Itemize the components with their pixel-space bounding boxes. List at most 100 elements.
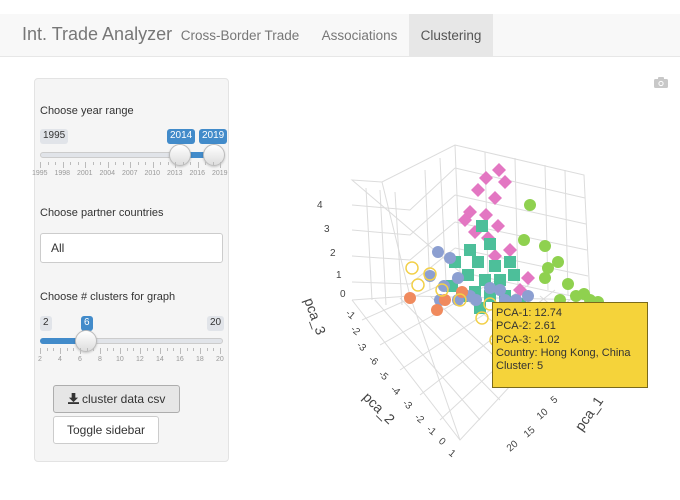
cluster-point[interactable]: [453, 293, 467, 307]
slider-tick: [73, 348, 75, 351]
x-tick-label: 20: [505, 438, 521, 454]
slider-tick: [140, 348, 141, 354]
clusters-handle[interactable]: [75, 330, 97, 352]
year-range-label: Choose year range: [40, 105, 134, 117]
slider-tick-label: 18: [196, 356, 204, 363]
toggle-sidebar-button[interactable]: Toggle sidebar: [53, 416, 159, 444]
slider-tick-label: 6: [78, 356, 82, 363]
cluster-point[interactable]: [522, 290, 534, 302]
cluster-point[interactable]: [492, 163, 506, 177]
tab-associations[interactable]: Associations: [321, 28, 398, 43]
cluster-point[interactable]: [504, 256, 516, 268]
cluster-point[interactable]: [464, 244, 476, 256]
cluster-point[interactable]: [462, 269, 474, 281]
partner-countries-label: Choose partner countries: [40, 207, 164, 219]
slider-tick: [160, 348, 161, 354]
cluster-point[interactable]: [471, 183, 485, 197]
slider-tick-label: 2001: [77, 170, 93, 177]
slider-tick-label: 2007: [122, 170, 138, 177]
slider-tick: [206, 348, 208, 351]
slider-tick: [60, 348, 61, 354]
cluster-point[interactable]: [476, 220, 488, 232]
cluster-point[interactable]: [484, 282, 496, 294]
tab-clustering[interactable]: Clustering: [409, 14, 493, 57]
cluster-point[interactable]: [494, 284, 506, 296]
download-cluster-csv-button[interactable]: cluster data csv: [53, 385, 180, 413]
cluster-point[interactable]: [475, 311, 489, 325]
slider-tick: [55, 162, 56, 165]
cluster-point[interactable]: [488, 191, 502, 205]
clusters-label: Choose # clusters for graph: [40, 291, 176, 303]
cluster-point[interactable]: [470, 294, 482, 306]
tab-cross-border-trade[interactable]: Cross-Border Trade: [180, 28, 300, 43]
slider-tick-label: 2010: [144, 170, 161, 177]
cluster-point[interactable]: [508, 269, 520, 281]
cluster-point[interactable]: [458, 213, 472, 227]
cluster-point[interactable]: [479, 208, 493, 222]
app-brand[interactable]: Int. Trade Analyzer: [22, 24, 173, 44]
cluster-point[interactable]: [456, 286, 468, 298]
cluster-point[interactable]: [435, 283, 449, 297]
cluster-point[interactable]: [494, 274, 506, 286]
cluster-point[interactable]: [542, 262, 554, 274]
cluster-point[interactable]: [444, 252, 456, 264]
cluster-point[interactable]: [498, 175, 512, 189]
cluster-point[interactable]: [479, 171, 493, 185]
cluster-point[interactable]: [518, 234, 530, 246]
download-icon: [67, 393, 79, 404]
cluster-point[interactable]: [452, 272, 464, 284]
z-tick-label: -2: [348, 324, 362, 338]
slider-tick: [40, 162, 41, 168]
download-button-label: cluster data csv: [81, 392, 166, 406]
cluster-point[interactable]: [491, 219, 505, 233]
cluster-point[interactable]: [524, 199, 536, 211]
slider-tick: [66, 348, 68, 351]
slider-tick: [77, 162, 79, 165]
slider-tick: [137, 162, 139, 165]
year-range-from-handle[interactable]: [169, 144, 191, 166]
sidebar-panel: Choose year range 1995 2014 2019 1995 199…: [32, 78, 229, 462]
partner-countries-select[interactable]: All: [40, 233, 223, 263]
slider-tick: [180, 348, 181, 354]
slider-tick: [40, 348, 41, 354]
slider-tick: [197, 162, 199, 168]
cluster-point[interactable]: [521, 271, 535, 285]
slider-tick: [213, 348, 215, 351]
cluster-point[interactable]: [404, 292, 416, 304]
cluster-point[interactable]: [539, 272, 551, 284]
slider-tick-label: 2019: [212, 170, 228, 177]
cluster-point[interactable]: [562, 278, 574, 290]
slider-tick: [126, 348, 128, 351]
slider-tick: [166, 348, 168, 351]
z-tick-label: 0: [340, 289, 346, 300]
cluster-point[interactable]: [484, 238, 496, 250]
slider-tick: [47, 162, 49, 165]
clusters-max: 20: [207, 316, 225, 331]
cluster-point[interactable]: [488, 249, 502, 263]
slider-tick: [220, 348, 221, 354]
slider-tick: [173, 348, 175, 351]
cluster-point[interactable]: [439, 294, 451, 306]
slider-tick: [145, 162, 146, 165]
cluster-point[interactable]: [423, 267, 437, 281]
cluster-point[interactable]: [405, 261, 419, 275]
cluster-point[interactable]: [411, 278, 425, 292]
pca-3d-scatter-plot[interactable]: 4 3 2 1 0 -1 -2 -3 -6 -5 -4 -3 -2 -1 0 1…: [240, 62, 680, 500]
slider-tick-label: 20: [216, 356, 224, 363]
z-tick-label: 1: [336, 270, 342, 281]
cluster-point[interactable]: [438, 280, 450, 292]
year-range-to-handle[interactable]: [203, 144, 225, 166]
y-tick-label: -4: [388, 384, 402, 398]
cluster-point[interactable]: [489, 260, 501, 272]
cluster-point[interactable]: [552, 256, 564, 268]
cluster-point[interactable]: [539, 240, 551, 252]
year-range-selection: [180, 152, 214, 158]
camera-icon[interactable]: [654, 77, 668, 88]
cluster-point[interactable]: [472, 256, 484, 268]
cluster-point[interactable]: [432, 246, 444, 258]
cluster-point[interactable]: [503, 243, 517, 257]
z-axis-title: pca_3: [301, 296, 329, 338]
slider-tick-label: 12: [136, 356, 144, 363]
slider-tick: [200, 348, 201, 354]
cluster-point[interactable]: [431, 304, 443, 316]
